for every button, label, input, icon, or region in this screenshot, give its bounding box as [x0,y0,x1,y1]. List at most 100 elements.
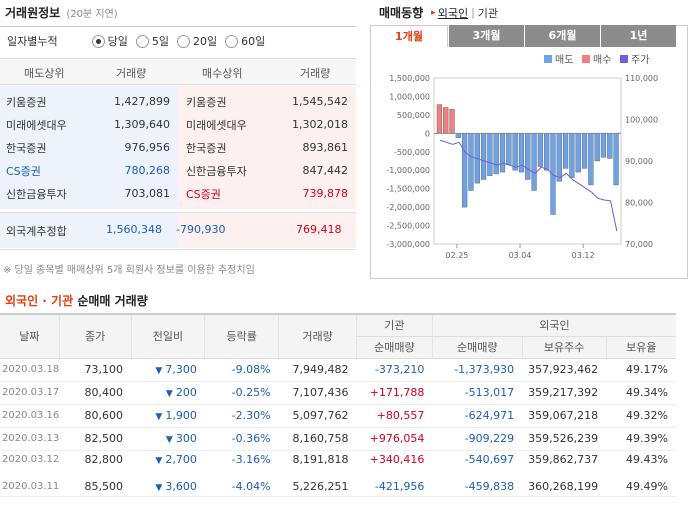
price-line [439,139,618,232]
buy-broker-name[interactable]: 키움증권 [186,95,227,109]
period-selector: 일자별누적 당일 5일 20일 60일 [7,33,357,49]
rate-cell: -3.16% [204,450,279,474]
col-holdings: 보유주수 [521,336,607,359]
broker-table: 키움증권 1,427,899 키움증권 1,545,542 미래에셋대우 1,309,64… [0,90,356,205]
holdings-cell: 359,526,239 [522,427,607,451]
y-right-tick: 90,000 [625,157,653,166]
sell-bar [581,133,588,169]
foreign-net-cell-value: -624,971 [464,409,515,422]
buy-volume: 1,302,018 [292,118,348,131]
sell-bar [455,133,461,138]
date-cell: 2020.03.13 [0,427,60,451]
sell-bar [537,133,543,167]
arrow-down-icon: ▼ [155,366,163,376]
change-cell: ▼ 200 [131,381,205,405]
sell-bar [569,133,575,178]
date-cell: 2020.03.18 [0,358,60,382]
sell-broker-name[interactable]: 키움증권 [6,95,47,109]
buy-broker-name[interactable]: CS증권 [186,187,221,201]
buy-broker-name[interactable]: 미래에셋대우 [186,118,247,132]
change-cell: ▼ 3,600 [131,473,205,497]
inst-net-cell: -421,956 [356,473,433,497]
tab-1year[interactable]: 1년 [600,25,676,47]
foreign-buy-bg [178,212,356,248]
radio-60d[interactable]: 60일 [225,33,265,49]
y-right-tick: 110,000 [625,74,658,83]
col-foreign-net: 순매매량 [431,336,523,359]
close-cell-value: 73,100 [84,363,124,376]
inst-net-cell-value: -373,210 [374,363,425,376]
col-rate: 등락률 [204,314,279,359]
radio-5d[interactable]: 5일 [135,33,169,49]
radio-dot[interactable] [225,34,239,48]
buy-bar [436,104,443,134]
hold-ratio-cell-value: 49.49% [626,479,668,493]
sell-broker-name[interactable]: 미래에셋대우 [6,118,67,132]
sell-broker-name[interactable]: 신한금융투자 [6,187,67,201]
y-left-tick: -3,000,000 [386,240,430,249]
sell-broker-name[interactable]: 한국증권 [6,141,47,155]
tab-1month[interactable]: 1개월 [370,25,448,47]
date-cell: 2020.03.12 [0,450,60,474]
rate-cell-value: -3.16% [231,453,271,467]
close-cell: 85,500 [59,473,132,497]
radio-today[interactable]: 당일 [91,33,128,49]
buy-volume: 847,442 [302,164,349,177]
sell-panel-bg [0,86,178,209]
inst-net-cell: +171,788 [356,381,433,405]
rate-cell-value: -4.04% [231,479,271,493]
close-cell: 80,400 [59,381,132,405]
holdings-cell: 357,923,462 [522,358,607,382]
foreign-net-cell: -513,017 [432,381,523,405]
trend-header: 매매동향 ▸ 외국인 | 기관 [379,4,498,21]
toggle-institution[interactable]: 기관 [477,6,499,20]
change-cell: ▼ 1,900 [131,404,205,428]
col-inst-net: 순매매량 [355,336,433,359]
sell-bar [499,133,506,173]
y-left-tick: -1,500,000 [386,185,430,194]
buy-broker-name[interactable]: 신한금융투자 [186,164,247,178]
broker-row: 키움증권 1,427,899 키움증권 1,545,542 [0,90,356,113]
sell-bar [600,133,607,158]
buy-broker-name[interactable]: 한국증권 [186,141,227,155]
sell-bar [613,133,619,186]
holdings-cell-value: 359,526,239 [528,432,599,445]
tab-3month[interactable]: 3개월 [448,25,524,47]
inst-net-cell: +340,416 [356,450,433,474]
sell-bar [594,133,600,162]
holdings-cell: 360,268,199 [522,473,607,497]
date-cell-value: 2020.03.11 [2,480,60,492]
col-change: 전일비 [130,314,205,359]
toggle-foreign[interactable]: 외국인 [437,6,469,20]
radio-dot[interactable] [135,34,149,48]
radio-20d[interactable]: 20일 [176,33,217,49]
foreign-sell-total: 1,560,348 [106,223,162,236]
y-right-tick: 80,000 [625,199,653,208]
close-cell-value: 80,600 [84,409,124,422]
inst-net-cell: +80,557 [356,404,433,428]
col-buy-vol: 거래량 [300,67,331,80]
arrow-down-icon: ▼ [155,456,163,467]
arrow-right-icon: ▸ [431,7,436,18]
change-cell-value: 3,600 [165,479,197,493]
table-row: 2020.03.11 85,500 ▼ 3,600 -4.04% 5,226,251 -42… [0,473,676,497]
sell-bar [512,133,518,171]
sell-bar [462,133,468,208]
foreign-net-cell: -909,229 [432,427,523,451]
sell-broker-name[interactable]: CS증권 [6,164,41,178]
radio-dot[interactable] [91,34,105,48]
volume-cell-value: 5,226,251 [292,479,349,493]
sell-bar [531,133,537,191]
hold-ratio-cell-value: 49.34% [626,386,668,399]
divider [0,26,356,27]
tab-6month[interactable]: 6개월 [524,25,600,47]
hold-ratio-cell: 49.17% [606,358,676,382]
holdings-cell: 359,862,737 [522,450,607,474]
table-row: 2020.03.12 82,800 ▼ 2,700 -3.16% 8,191,818 +34… [0,450,676,474]
close-cell-value: 80,400 [84,386,124,399]
date-cell-value: 2020.03.12 [2,454,60,466]
x-tick: 03.04 [509,251,532,260]
rate-cell-value: -9.08% [231,363,271,376]
foreign-net-cell-value: -1,373,930 [454,363,515,376]
radio-dot[interactable] [176,34,190,48]
